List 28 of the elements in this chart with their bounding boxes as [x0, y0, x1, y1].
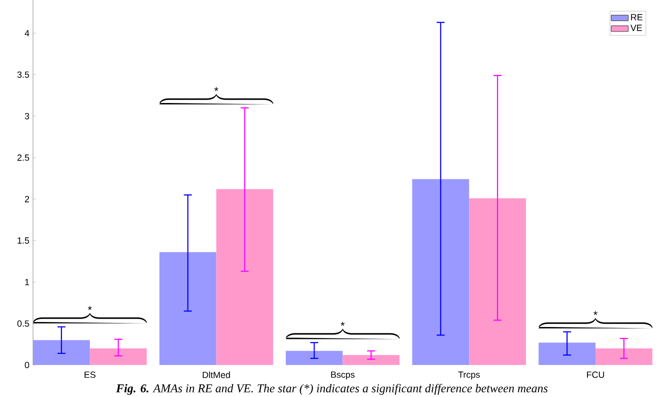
annotation: *	[340, 322, 345, 326]
bar	[216, 189, 274, 365]
x-tick-label: DltMed	[202, 372, 230, 378]
y-tick-label: 2.5	[17, 154, 30, 161]
x-tick-label: Trcps	[458, 372, 480, 380]
x-tick-label: FCU	[587, 372, 604, 378]
bar	[595, 348, 652, 365]
bar	[342, 355, 400, 365]
y-tick-label: 4	[24, 30, 30, 36]
annotation: *	[214, 87, 218, 92]
text: Fig. 6. AMAs in RE and VE. The star (*) indicates a significant difference between means	[116, 384, 548, 395]
bar	[538, 342, 596, 365]
y-tick-label: 0.5	[17, 320, 30, 327]
y-tick-label: 1.5	[18, 237, 30, 244]
bar	[286, 350, 343, 365]
bar	[90, 348, 147, 365]
y-tick-label: 1	[25, 278, 30, 286]
legend-label: VE	[630, 24, 642, 31]
y-tick-label: 0	[24, 362, 30, 368]
x-tick-label: ES	[84, 372, 96, 378]
y-tick-label: 3	[24, 112, 30, 120]
bar	[33, 340, 90, 365]
y-tick-label: 3.5	[17, 71, 30, 78]
annotation: *	[88, 306, 92, 310]
annotation: *	[594, 311, 598, 315]
y-tick-label: 2	[24, 196, 30, 202]
x-tick-label: Bscps	[331, 372, 355, 380]
legend-label: RE	[631, 14, 642, 20]
